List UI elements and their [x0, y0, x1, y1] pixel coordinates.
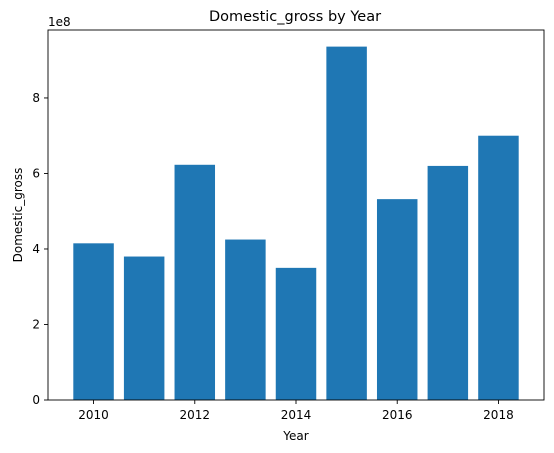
- bar-2010: [73, 243, 114, 400]
- bar-2014: [275, 267, 317, 400]
- bar-2017: [427, 165, 469, 400]
- bar-2016: [376, 199, 418, 400]
- x-tick-label-2018: 2018: [483, 408, 514, 422]
- x-tick-label-2010: 2010: [78, 408, 109, 422]
- x-axis-ticks: 2010 2012 2014 2016 2018: [78, 400, 514, 422]
- y-axis-offset-label: 1e8: [48, 15, 71, 29]
- y-tick-label-0: 0: [32, 393, 40, 407]
- y-tick-label-4: 4: [32, 242, 40, 256]
- x-tick-label-2014: 2014: [281, 408, 312, 422]
- x-axis-label: Year: [282, 429, 308, 443]
- bars-group: [73, 46, 519, 400]
- y-axis-ticks: 0 2 4 6 8: [32, 91, 48, 407]
- y-tick-label-8: 8: [32, 91, 40, 105]
- y-tick-label-6: 6: [32, 166, 40, 180]
- bar-2011: [123, 256, 165, 400]
- plot-area-frame: [47, 29, 545, 401]
- bar-2018: [478, 135, 519, 400]
- bar-2012: [174, 164, 216, 400]
- y-axis-label: Domestic_gross: [11, 168, 25, 263]
- bar-2015: [326, 46, 367, 400]
- chart-title: Domestic_gross by Year: [209, 9, 381, 25]
- x-tick-label-2012: 2012: [180, 408, 211, 422]
- bar-2013: [225, 239, 266, 400]
- y-tick-label-2: 2: [32, 317, 40, 331]
- x-tick-label-2016: 2016: [382, 408, 413, 422]
